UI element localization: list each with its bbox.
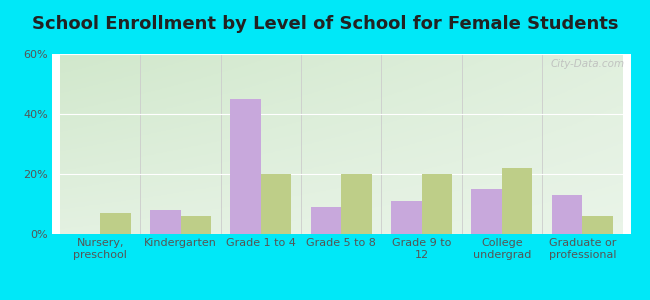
Bar: [502, 168, 532, 234]
Bar: [181, 216, 211, 234]
Bar: [150, 210, 181, 234]
Bar: [582, 216, 613, 234]
Bar: [230, 99, 261, 234]
Bar: [311, 207, 341, 234]
Bar: [422, 174, 452, 234]
Bar: [391, 201, 422, 234]
Text: City-Data.com: City-Data.com: [551, 59, 625, 69]
Bar: [100, 213, 131, 234]
Bar: [552, 195, 582, 234]
Bar: [261, 174, 291, 234]
Bar: [471, 189, 502, 234]
Bar: [341, 174, 372, 234]
Text: School Enrollment by Level of School for Female Students: School Enrollment by Level of School for…: [32, 15, 618, 33]
